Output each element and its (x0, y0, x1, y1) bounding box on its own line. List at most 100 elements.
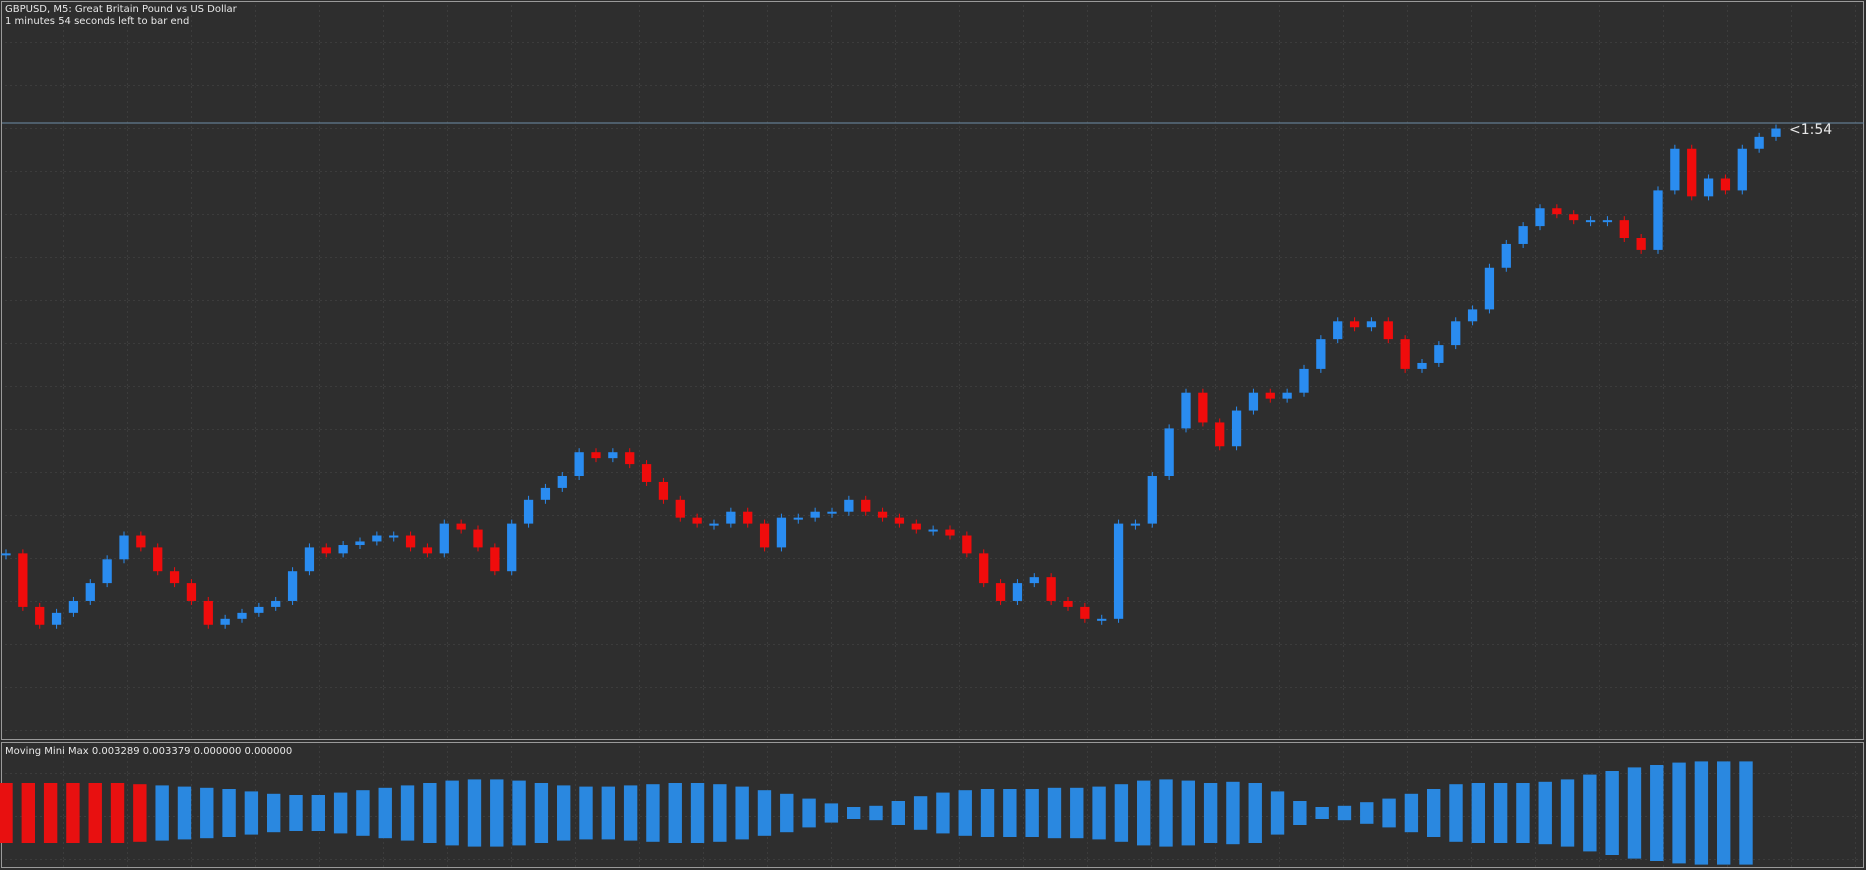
candle (1080, 606, 1090, 619)
histogram-bar (980, 789, 995, 837)
candle (102, 559, 112, 584)
histogram-bar (512, 780, 526, 846)
histogram-bar (43, 783, 58, 843)
candle (692, 517, 702, 524)
candle (1097, 618, 1107, 621)
histogram-bar (289, 795, 303, 831)
histogram-bar (467, 779, 482, 847)
candle (422, 547, 433, 554)
histogram-bar (958, 790, 972, 836)
candle (1147, 476, 1157, 524)
histogram-bar (1717, 761, 1731, 865)
histogram-bar (1583, 774, 1597, 852)
histogram-bar (66, 783, 80, 843)
histogram-bar (891, 801, 905, 825)
candle (119, 535, 129, 560)
candle (540, 487, 551, 500)
candle (1535, 208, 1545, 227)
candle (743, 511, 753, 524)
histogram-bar (1070, 787, 1084, 839)
candle (1518, 226, 1528, 244)
candle (1703, 178, 1714, 197)
candle (1585, 220, 1596, 223)
candle (1687, 148, 1697, 197)
histogram-bar (847, 807, 861, 819)
candle (1164, 428, 1174, 477)
histogram-bar (579, 786, 593, 840)
candle (372, 535, 382, 542)
candle (51, 612, 62, 625)
candle (473, 529, 483, 548)
timer-text: 1 minutes 54 seconds left to bar end (5, 16, 189, 27)
histogram-bar (757, 790, 772, 836)
candle (709, 523, 719, 526)
candle (641, 464, 652, 482)
histogram-bar (1427, 789, 1441, 837)
histogram-bar (601, 786, 615, 840)
candle (1012, 583, 1023, 601)
countdown: <1:54 (1789, 122, 1832, 138)
histogram-bar (155, 785, 169, 841)
histogram-bar (534, 783, 549, 843)
histogram-bar (1315, 807, 1329, 819)
candle (844, 499, 854, 512)
candle (1467, 309, 1478, 322)
candle (995, 583, 1006, 601)
candle (523, 499, 534, 524)
candle (1248, 392, 1259, 411)
histogram-bar (423, 783, 437, 843)
candle (203, 600, 213, 625)
histogram-bar (690, 783, 705, 843)
candle (877, 511, 888, 518)
histogram-bar (1516, 783, 1530, 843)
candle (911, 523, 921, 530)
histogram-bar (0, 783, 13, 843)
candle (18, 553, 28, 607)
candle (1, 553, 11, 556)
candle (1299, 368, 1309, 393)
marks (0, 124, 1781, 865)
candle (287, 571, 298, 601)
candle (1569, 214, 1579, 221)
histogram-bar (824, 803, 839, 823)
candle (85, 583, 95, 601)
candle (490, 547, 500, 572)
candle (1400, 339, 1410, 369)
candle (1029, 577, 1039, 584)
histogram-bar (1672, 762, 1686, 864)
histogram-bar (1137, 780, 1151, 846)
candle (1063, 600, 1073, 607)
histogram-bar (400, 785, 415, 841)
candle (1130, 523, 1141, 526)
candle (456, 523, 466, 530)
candle (1619, 220, 1629, 239)
histogram-bar (735, 786, 749, 840)
candle (1417, 362, 1427, 369)
histogram-bar (1293, 801, 1307, 825)
candle (625, 452, 635, 465)
candle (1602, 220, 1613, 223)
candle (1316, 339, 1326, 369)
candle (1282, 392, 1292, 399)
candle (726, 511, 736, 524)
histogram-bar (1471, 783, 1485, 843)
histogram-bar (1092, 786, 1106, 840)
histogram-bar (177, 786, 192, 840)
histogram-bar (1404, 793, 1419, 833)
candle (1113, 523, 1124, 619)
candle (1215, 422, 1225, 447)
candle (186, 583, 197, 601)
candle (979, 553, 989, 584)
histogram-bar (1560, 779, 1575, 847)
histogram-bar (1605, 771, 1619, 855)
candle (153, 547, 163, 572)
histogram-bar (1739, 761, 1753, 865)
candle (220, 618, 230, 625)
histogram-bar (646, 784, 660, 842)
histogram-bar (668, 783, 682, 843)
histogram-bar (222, 789, 236, 837)
histogram-bar (378, 787, 392, 839)
indicator-title: Moving Mini Max 0.003289 0.003379 0.0000… (5, 746, 292, 757)
candle (1484, 267, 1495, 310)
histogram-bar (200, 787, 214, 839)
